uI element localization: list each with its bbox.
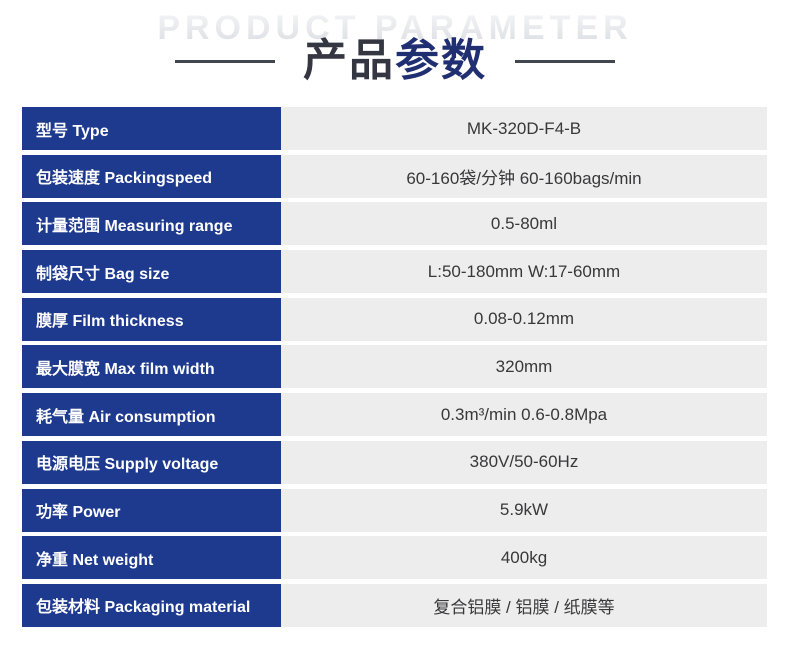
header: PRODUCT PARAMETER 产品参数 xyxy=(0,0,790,100)
row-label: 电源电压 Supply voltage xyxy=(22,440,281,484)
row-value: 320mm xyxy=(281,345,767,389)
page-title-primary: 产品 xyxy=(303,36,395,85)
ghost-title: PRODUCT PARAMETER xyxy=(0,9,790,48)
table-row: 净重 Net weight 400kg xyxy=(22,536,767,580)
row-label: 净重 Net weight xyxy=(22,536,281,580)
row-label: 最大膜宽 Max film width xyxy=(22,345,281,389)
table-row: 包装速度 Packingspeed 60-160袋/分钟 60-160bags/… xyxy=(22,154,767,198)
page-title: 产品参数 xyxy=(303,36,487,87)
table-row: 包装材料 Packaging material 复合铝膜 / 铝膜 / 纸膜等 xyxy=(22,583,767,627)
parameter-table: 型号 Type MK-320D-F4-B 包装速度 Packingspeed 6… xyxy=(22,107,767,627)
row-label: 功率 Power xyxy=(22,488,281,532)
row-label: 制袋尺寸 Bag size xyxy=(22,250,281,294)
table-row: 膜厚 Film thickness 0.08-0.12mm xyxy=(22,297,767,341)
row-value: 0.3m³/min 0.6-0.8Mpa xyxy=(281,393,767,437)
table-row: 最大膜宽 Max film width 320mm xyxy=(22,345,767,389)
row-value: 380V/50-60Hz xyxy=(281,440,767,484)
row-value: 5.9kW xyxy=(281,488,767,532)
row-label: 包装材料 Packaging material xyxy=(22,583,281,627)
row-value: 400kg xyxy=(281,536,767,580)
row-label: 型号 Type xyxy=(22,107,281,150)
row-value: 0.5-80ml xyxy=(281,202,767,246)
row-value: L:50-180mm W:17-60mm xyxy=(281,250,767,294)
row-value: 复合铝膜 / 铝膜 / 纸膜等 xyxy=(281,583,767,627)
row-label: 包装速度 Packingspeed xyxy=(22,154,281,198)
page-title-accent: 参数 xyxy=(395,36,487,85)
row-label: 耗气量 Air consumption xyxy=(22,393,281,437)
row-label: 计量范围 Measuring range xyxy=(22,202,281,246)
row-value: MK-320D-F4-B xyxy=(281,107,767,150)
row-value: 60-160袋/分钟 60-160bags/min xyxy=(281,154,767,198)
table-row: 耗气量 Air consumption 0.3m³/min 0.6-0.8Mpa xyxy=(22,393,767,437)
title-line-left xyxy=(175,59,275,63)
table-row: 制袋尺寸 Bag size L:50-180mm W:17-60mm xyxy=(22,250,767,294)
table-row: 电源电压 Supply voltage 380V/50-60Hz xyxy=(22,440,767,484)
row-value: 0.08-0.12mm xyxy=(281,297,767,341)
table-row: 计量范围 Measuring range 0.5-80ml xyxy=(22,202,767,246)
table-row: 型号 Type MK-320D-F4-B xyxy=(22,107,767,150)
row-label: 膜厚 Film thickness xyxy=(22,297,281,341)
title-row: 产品参数 xyxy=(0,36,790,87)
table-row: 功率 Power 5.9kW xyxy=(22,488,767,532)
title-line-right xyxy=(515,59,615,63)
